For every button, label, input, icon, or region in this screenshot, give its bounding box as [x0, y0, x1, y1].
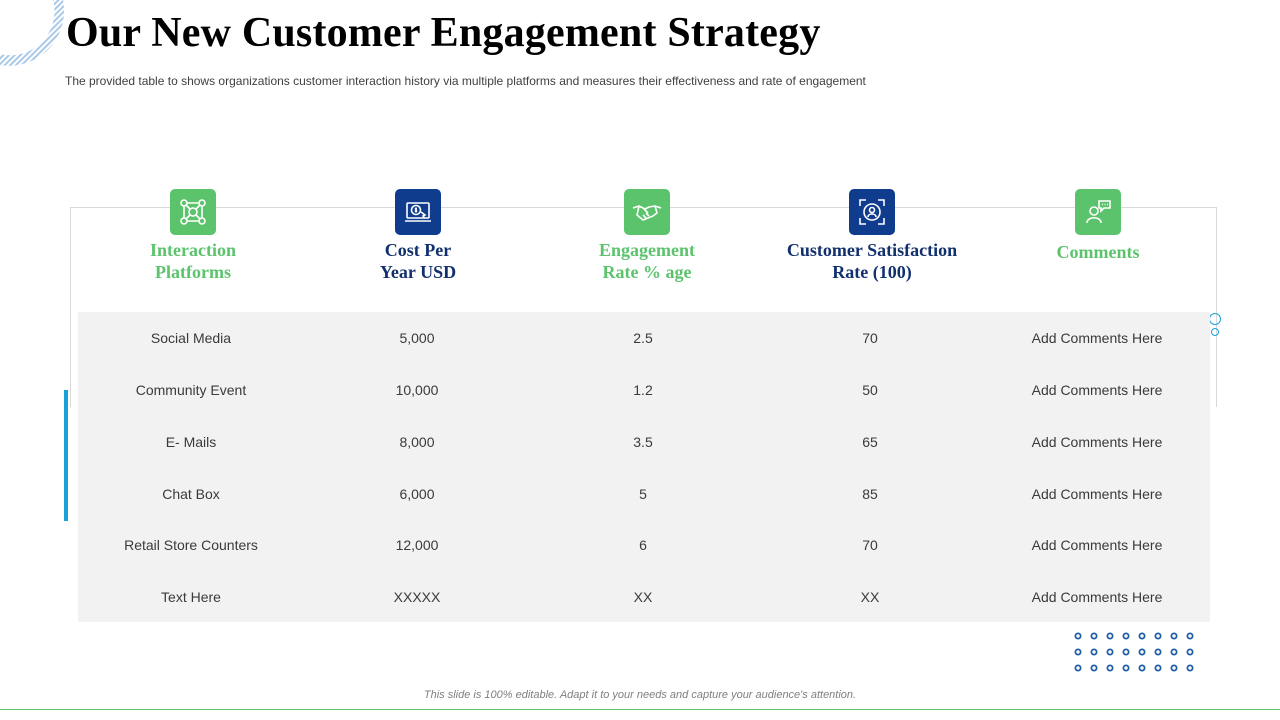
decorative-circle-small: [1211, 328, 1219, 336]
satisfaction-cell: 50: [862, 382, 878, 398]
platform-cell: Retail Store Counters: [124, 537, 258, 553]
platform-cell: Social Media: [150, 330, 232, 346]
chat-user-icon: [1075, 189, 1121, 235]
decorative-arc: [0, 0, 64, 66]
cost-cell: 10,000: [395, 382, 439, 398]
table-row: Retail Store Counters 12,000 6 70 Add Co…: [78, 519, 1210, 571]
column-header-engagement-rate: Engagement Rate % age: [534, 189, 760, 283]
engagement-cell: 1.2: [633, 382, 653, 398]
table-row: Text Here XXXXX XX XX Add Comments Here: [78, 571, 1210, 623]
page-subtitle: The provided table to shows organization…: [65, 74, 866, 88]
satisfaction-cell: 70: [862, 330, 878, 346]
cost-cell: 8,000: [399, 434, 435, 450]
engagement-cell: 6: [639, 537, 647, 553]
comments-cell: Add Comments Here: [1031, 589, 1163, 605]
comments-cell: Add Comments Here: [1031, 330, 1163, 346]
footer-note: This slide is 100% editable. Adapt it to…: [423, 689, 857, 701]
cost-cell: 6,000: [399, 486, 435, 502]
table-row: Social Media 5,000 2.5 70 Add Comments H…: [78, 312, 1210, 364]
page-title: Our New Customer Engagement Strategy: [66, 10, 821, 56]
platform-cell: Chat Box: [162, 486, 220, 502]
dollar-laptop-icon: [395, 189, 441, 235]
column-header-label: Interaction Platforms: [150, 240, 236, 282]
decorative-circle: [1209, 313, 1221, 325]
table-row: Community Event 10,000 1.2 50 Add Commen…: [78, 364, 1210, 416]
column-header-cost-per-year: Cost Per Year USD: [305, 189, 531, 283]
platform-cell: Text Here: [161, 589, 221, 605]
table-row: Chat Box 6,000 5 85 Add Comments Here: [78, 468, 1210, 520]
comments-cell: Add Comments Here: [1031, 434, 1163, 450]
cost-cell: 12,000: [395, 537, 439, 553]
engagement-cell: XX: [633, 589, 653, 605]
footer-divider: [0, 709, 1280, 710]
network-people-icon: [170, 189, 216, 235]
engagement-cell: 2.5: [633, 330, 653, 346]
column-header-interaction-platforms: Interaction Platforms: [80, 189, 306, 283]
satisfaction-cell: 65: [862, 434, 878, 450]
accent-bar: [64, 390, 68, 521]
platform-cell: E- Mails: [165, 434, 217, 450]
table-row: E- Mails 8,000 3.5 65 Add Comments Here: [78, 416, 1210, 468]
comments-cell: Add Comments Here: [1031, 486, 1163, 502]
column-header-comments: Comments: [985, 189, 1211, 263]
engagement-cell: 3.5: [633, 434, 653, 450]
column-header-label: Engagement Rate % age: [599, 240, 695, 282]
column-header-customer-satisfaction: Customer Satisfaction Rate (100): [759, 189, 985, 283]
column-header-label: Customer Satisfaction Rate (100): [786, 240, 958, 282]
handshake-icon: [624, 189, 670, 235]
engagement-cell: 5: [639, 486, 647, 502]
column-header-label: Comments: [1056, 242, 1140, 262]
table-body: [78, 312, 1210, 622]
satisfaction-cell: 85: [862, 486, 878, 502]
satisfaction-cell: 70: [862, 537, 878, 553]
comments-cell: Add Comments Here: [1031, 537, 1163, 553]
user-focus-icon: [849, 189, 895, 235]
decorative-dot-grid: [1074, 632, 1194, 672]
cost-cell: XXXXX: [393, 589, 441, 605]
platform-cell: Community Event: [135, 382, 247, 398]
cost-cell: 5,000: [399, 330, 435, 346]
comments-cell: Add Comments Here: [1031, 382, 1163, 398]
satisfaction-cell: XX: [860, 589, 880, 605]
column-header-label: Cost Per Year USD: [379, 240, 457, 282]
